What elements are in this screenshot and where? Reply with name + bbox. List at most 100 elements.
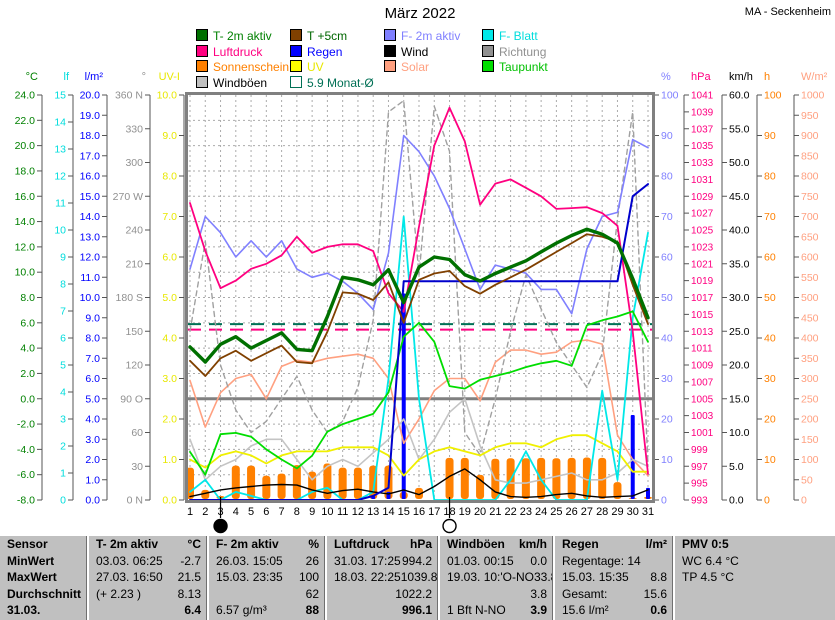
axis-tick-label: 0 [661,495,667,507]
axis-tick-label: 30.0 [729,292,750,304]
axis-tick-label: 9 [60,252,66,264]
axis-tick-label: 1009 [691,361,714,372]
axis-tick-label: 1015 [691,310,714,321]
axis-tick-label: 15.0 [729,393,750,405]
axis-tick-label: 5.0 [85,393,100,405]
table-cell: Regen [562,537,599,551]
chart-canvas: 24.022.020.018.016.014.012.010.08.06.04.… [15,71,828,534]
axis-tick-label: 20 [764,414,776,426]
x-day-label: 14 [382,506,394,518]
axis-tick-label: 240 [125,225,143,237]
full-moon-icon [442,518,457,534]
table-cell: 27.03. 16:50 [96,570,163,585]
axis-tick-label: 3.0 [85,434,100,446]
x-day-label: 15 [398,506,410,518]
x-day-label: 21 [489,506,501,518]
legend-swatch-luftdruck-icon [196,44,208,57]
axis-tick-label: 12.0 [80,252,101,264]
axis-tick-label: 120 [125,360,143,372]
legend-item-taupunkt: Taupunkt [482,60,548,73]
axis-tick-label: 6.0 [162,252,177,264]
axis-tick-label: 6.0 [85,373,100,385]
table-cell-value: km/h [518,537,547,551]
axis-tick-label: 150 [801,434,819,446]
axis-tick-label: 900 [801,130,819,142]
legend-label: Solar [401,60,430,74]
legend-label: T +5cm [307,29,348,43]
table-cell: 15.6 l/m² [562,603,609,618]
axis-tick-label: 1 [60,468,66,480]
table-cell-value: 100 [298,570,319,585]
x-day-label: 7 [279,506,285,518]
axis-tick-label: 993 [691,496,708,507]
axis-tick-label: 950 [801,110,819,122]
axis-tick-label: 10.0 [80,292,101,304]
x-day-label: 30 [627,506,639,518]
axis-tick-label: 4.0 [20,343,35,355]
axis-kmh: 60.0 55.0 50.0 45.0 40.0 35.0 30.0 25.0 20.0 15.0… [721,71,753,507]
table-col-luftdruck: Luftdruck hPa 31.03. 17:25 994.2 18.03. 22:2… [325,536,438,620]
bar-sonnenschein [567,457,576,499]
axis-tick-label: 30 [131,461,143,473]
axis-tick-label: 14 [54,117,66,129]
x-day-label: 28 [596,506,608,518]
x-day-label: 29 [611,506,623,518]
bar-sonnenschein [552,458,561,499]
legend-swatch-sonnenschein-icon [196,60,208,72]
axis-temp: 24.0 22.0 20.0 18.0 16.0 14.0 12.0 10.0 8.0 6.0 4.… [15,71,43,507]
table-cell-value: -2.7 [180,553,201,568]
axis-tick-label: 1005 [691,394,714,405]
axis-dir: 360 N 330 300 270 W 240 210 180 S 150 120 90 O 60 3… [113,71,151,507]
axis-tick-label: 1035 [691,141,714,152]
axis-tick-label: 50 [801,474,813,486]
axis-tick-label: 300 [125,157,143,169]
table-col-regen: Regen l/m² Regentage: 14 15.03. 15:35 8.8 Ges… [553,536,673,620]
axis-tick-label: 0.0 [162,495,177,507]
table-cell: 19.03. 10:'O-NO [447,570,534,585]
bar-regen [630,414,635,499]
table-col-pmv: PMV 0:5 WC 6.4 °C TP 4.5 °C [673,536,835,620]
axis-tick-label: 15 [54,90,66,102]
axis-tick-label: 7 [60,306,66,318]
axis-tick-label: 10 [764,454,776,466]
table-cell: TP 4.5 °C [682,570,734,585]
bar-sonnenschein [231,465,240,499]
axis-tick-label: 60.0 [729,90,750,102]
axis-tick-label: 30 [661,373,673,385]
axis-tick-label: 40 [764,333,776,345]
axis-tick-label: 100 [764,90,782,102]
axis-tick-label: 25.0 [729,326,750,338]
axis-tick-label: 995 [691,479,708,490]
x-day-label: 8 [294,506,300,518]
table-cell: Windböen [447,537,505,551]
series-taupunkt-line [189,310,649,476]
bar-sonnenschein [521,458,530,499]
legend-swatch-t2m-icon [196,29,208,41]
bar-sonnenschein [460,457,469,499]
axis-tick-label: 2 [60,441,66,453]
bar-sonnenschein [292,465,301,499]
legend-swatch-regen-icon [290,44,302,57]
x-day-label: 22 [504,506,516,518]
axis-tick-label: 1031 [691,175,714,186]
series-f2m-line [189,134,649,315]
axis-tick-label: 1019 [691,276,714,287]
axis-tick-label: 90 [764,130,776,142]
axis-wm2: 1000950900850800750700650600550500450400… [793,71,828,507]
axis-tick-label: 1007 [691,377,714,388]
axis-tick-label: 70 [764,211,776,223]
x-day-label: 4 [233,506,239,518]
series-t2m-line [188,227,650,364]
table-cell: Regentage: 14 [562,553,641,568]
table-cell: 03.03. 06:25 [96,553,163,568]
stats-table: Sensor MinWert MaxWert Durchschnitt 31.03. T-… [0,536,835,620]
table-cell: Sensor [7,537,48,551]
axis-tick-label: 80 [764,171,776,183]
bar-sonnenschein [445,457,454,499]
legend-label: Wind [401,44,429,59]
legend-label: F- 2m aktiv [401,29,461,43]
axis-tick-label: 400 [801,333,819,345]
bar-sonnenschein [262,475,271,499]
axis-tick-label: 0 [801,495,807,507]
